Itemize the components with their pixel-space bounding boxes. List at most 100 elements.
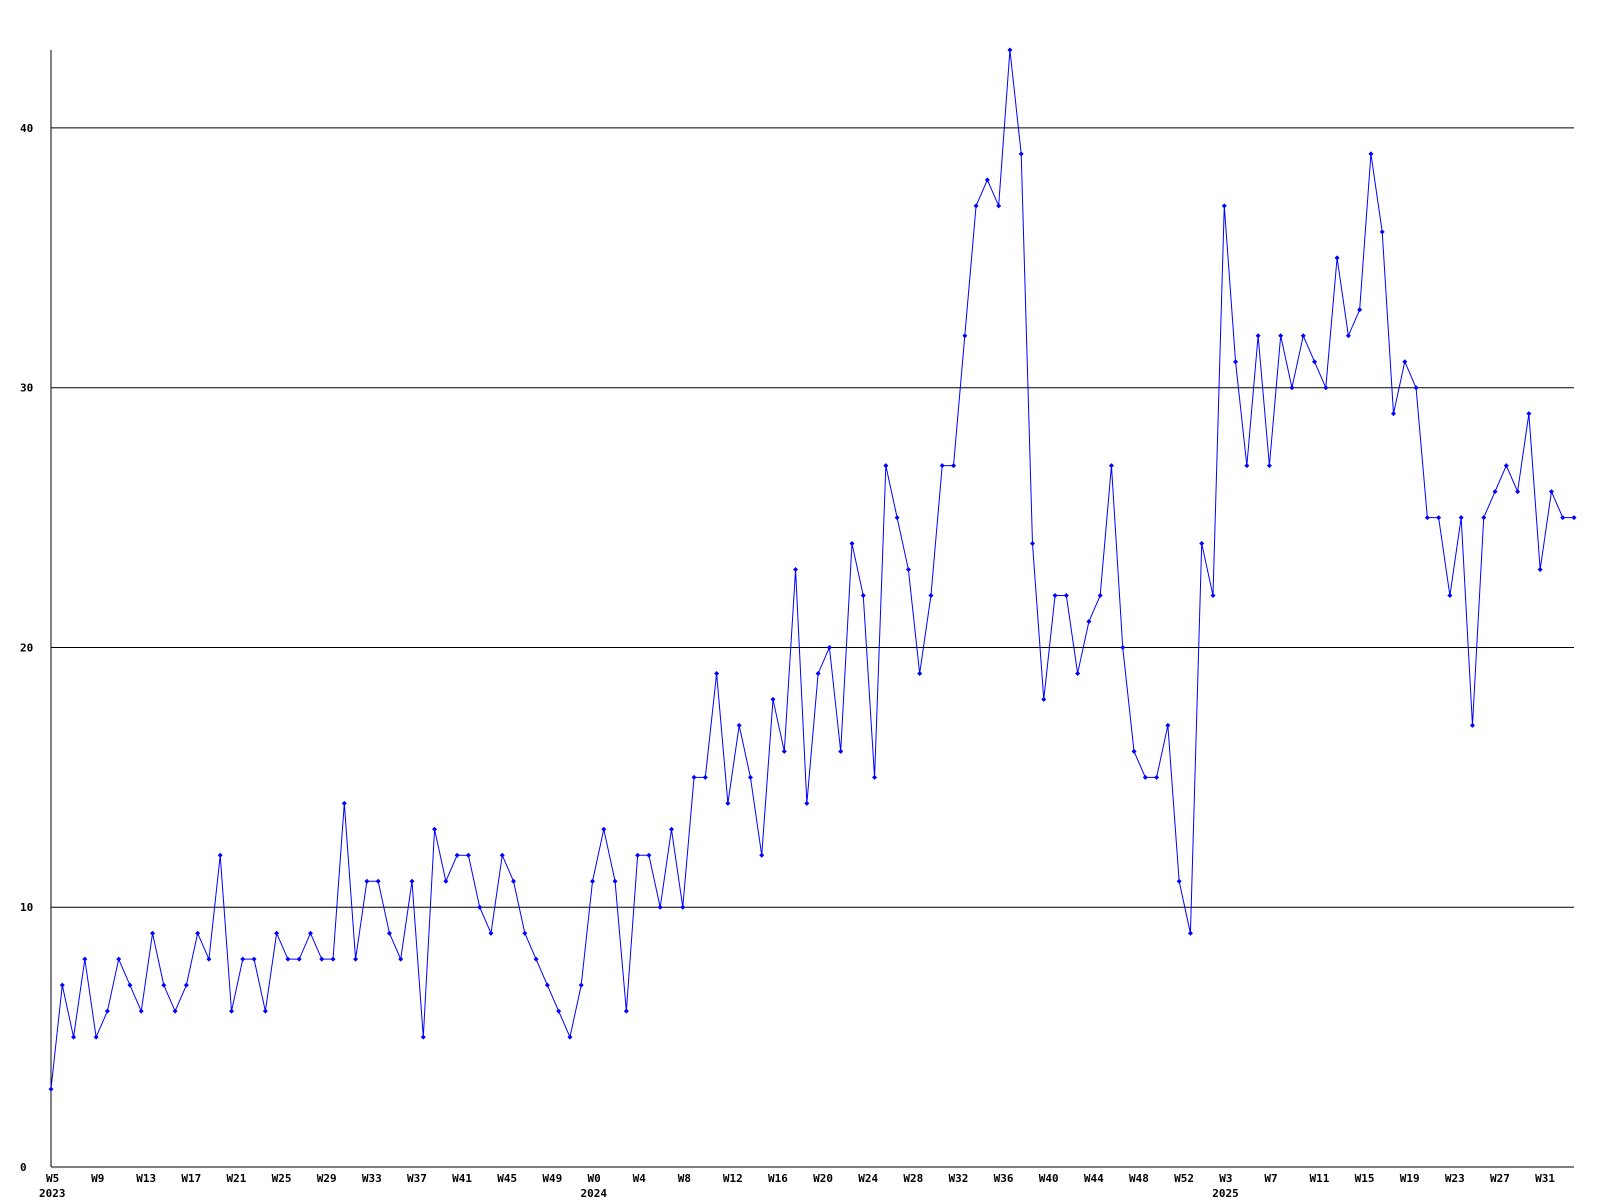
x-tick-label: W5 [46, 1172, 59, 1185]
point-marker [1368, 151, 1374, 157]
x-tick-label: W29 [317, 1172, 337, 1185]
point-marker [1029, 541, 1035, 547]
point-marker [973, 203, 979, 209]
point-marker [82, 956, 88, 962]
point-marker [680, 904, 686, 910]
point-marker [668, 826, 674, 832]
x-tick-label: W4 [633, 1172, 647, 1185]
point-marker [364, 878, 370, 884]
point-marker [195, 930, 201, 936]
point-marker [646, 852, 652, 858]
point-marker [319, 956, 325, 962]
point-marker [533, 956, 539, 962]
point-marker [849, 541, 855, 547]
point-marker [443, 878, 449, 884]
point-marker [657, 904, 663, 910]
y-tick-label: 20 [20, 641, 33, 654]
point-marker [1436, 515, 1442, 521]
point-marker [1560, 515, 1566, 521]
point-marker [511, 878, 517, 884]
point-marker [307, 930, 313, 936]
point-marker [477, 904, 483, 910]
point-marker [522, 930, 528, 936]
x-tick-label: W31 [1535, 1172, 1555, 1185]
point-marker [432, 826, 438, 832]
series-line [50, 49, 1574, 1090]
x-tick-label: W48 [1129, 1172, 1149, 1185]
point-marker [1052, 593, 1058, 599]
point-marker [894, 515, 900, 521]
x-tick-label: W45 [497, 1172, 517, 1185]
point-marker [556, 1008, 562, 1014]
point-marker [1233, 359, 1239, 365]
point-marker [1199, 541, 1205, 547]
x-tick-label: W32 [949, 1172, 969, 1185]
x-tick-label: W20 [813, 1172, 833, 1185]
point-marker [127, 982, 133, 988]
point-marker [601, 826, 607, 832]
point-marker [928, 593, 934, 599]
point-marker [725, 800, 731, 806]
x-tick-label: W24 [858, 1172, 878, 1185]
x-tick-label: W40 [1039, 1172, 1059, 1185]
point-marker [296, 956, 302, 962]
point-marker [747, 774, 753, 780]
point-marker [996, 203, 1002, 209]
point-marker [1165, 722, 1171, 728]
point-marker [1086, 618, 1092, 624]
point-marker [386, 930, 392, 936]
x-tick-label: W36 [994, 1172, 1014, 1185]
point-marker [1187, 930, 1193, 936]
point-marker [702, 774, 708, 780]
point-marker [454, 852, 460, 858]
point-marker [736, 722, 742, 728]
point-marker [274, 930, 280, 936]
point-marker [1007, 47, 1013, 53]
point-marker [1300, 333, 1306, 339]
point-marker [116, 956, 122, 962]
point-marker [93, 1034, 99, 1040]
x-tick-label: W3 [1219, 1172, 1232, 1185]
point-marker [567, 1034, 573, 1040]
point-marker [917, 670, 923, 676]
point-marker [714, 670, 720, 676]
point-marker [1041, 696, 1047, 702]
point-marker [1244, 463, 1250, 469]
point-marker [375, 878, 381, 884]
y-tick-label: 30 [20, 382, 33, 395]
point-marker [1345, 333, 1351, 339]
x-tick-label: W8 [678, 1172, 691, 1185]
x-tick-label: W28 [903, 1172, 923, 1185]
point-marker [826, 644, 832, 650]
point-marker [1413, 385, 1419, 391]
point-marker [939, 463, 945, 469]
x-tick-label: W19 [1400, 1172, 1420, 1185]
point-marker [951, 463, 957, 469]
x-tick-label: W44 [1084, 1172, 1104, 1185]
point-marker [1424, 515, 1430, 521]
x-tick-label: W41 [452, 1172, 472, 1185]
point-marker [262, 1008, 268, 1014]
point-marker [815, 670, 821, 676]
point-marker [229, 1008, 235, 1014]
point-marker [872, 774, 878, 780]
point-marker [330, 956, 336, 962]
point-marker [1548, 489, 1554, 495]
point-marker [1154, 774, 1160, 780]
point-marker [172, 1008, 178, 1014]
point-marker [1142, 774, 1148, 780]
point-marker [353, 956, 359, 962]
point-marker [1312, 359, 1318, 365]
point-marker [1210, 593, 1216, 599]
point-marker [1526, 411, 1532, 417]
x-tick-label: W23 [1445, 1172, 1465, 1185]
point-marker [804, 800, 810, 806]
point-marker [499, 852, 505, 858]
x-tick-label: W12 [723, 1172, 743, 1185]
point-marker [488, 930, 494, 936]
point-marker [161, 982, 167, 988]
y-tick-label: 40 [20, 122, 33, 135]
point-marker [206, 956, 212, 962]
x-tick-label: W13 [136, 1172, 156, 1185]
